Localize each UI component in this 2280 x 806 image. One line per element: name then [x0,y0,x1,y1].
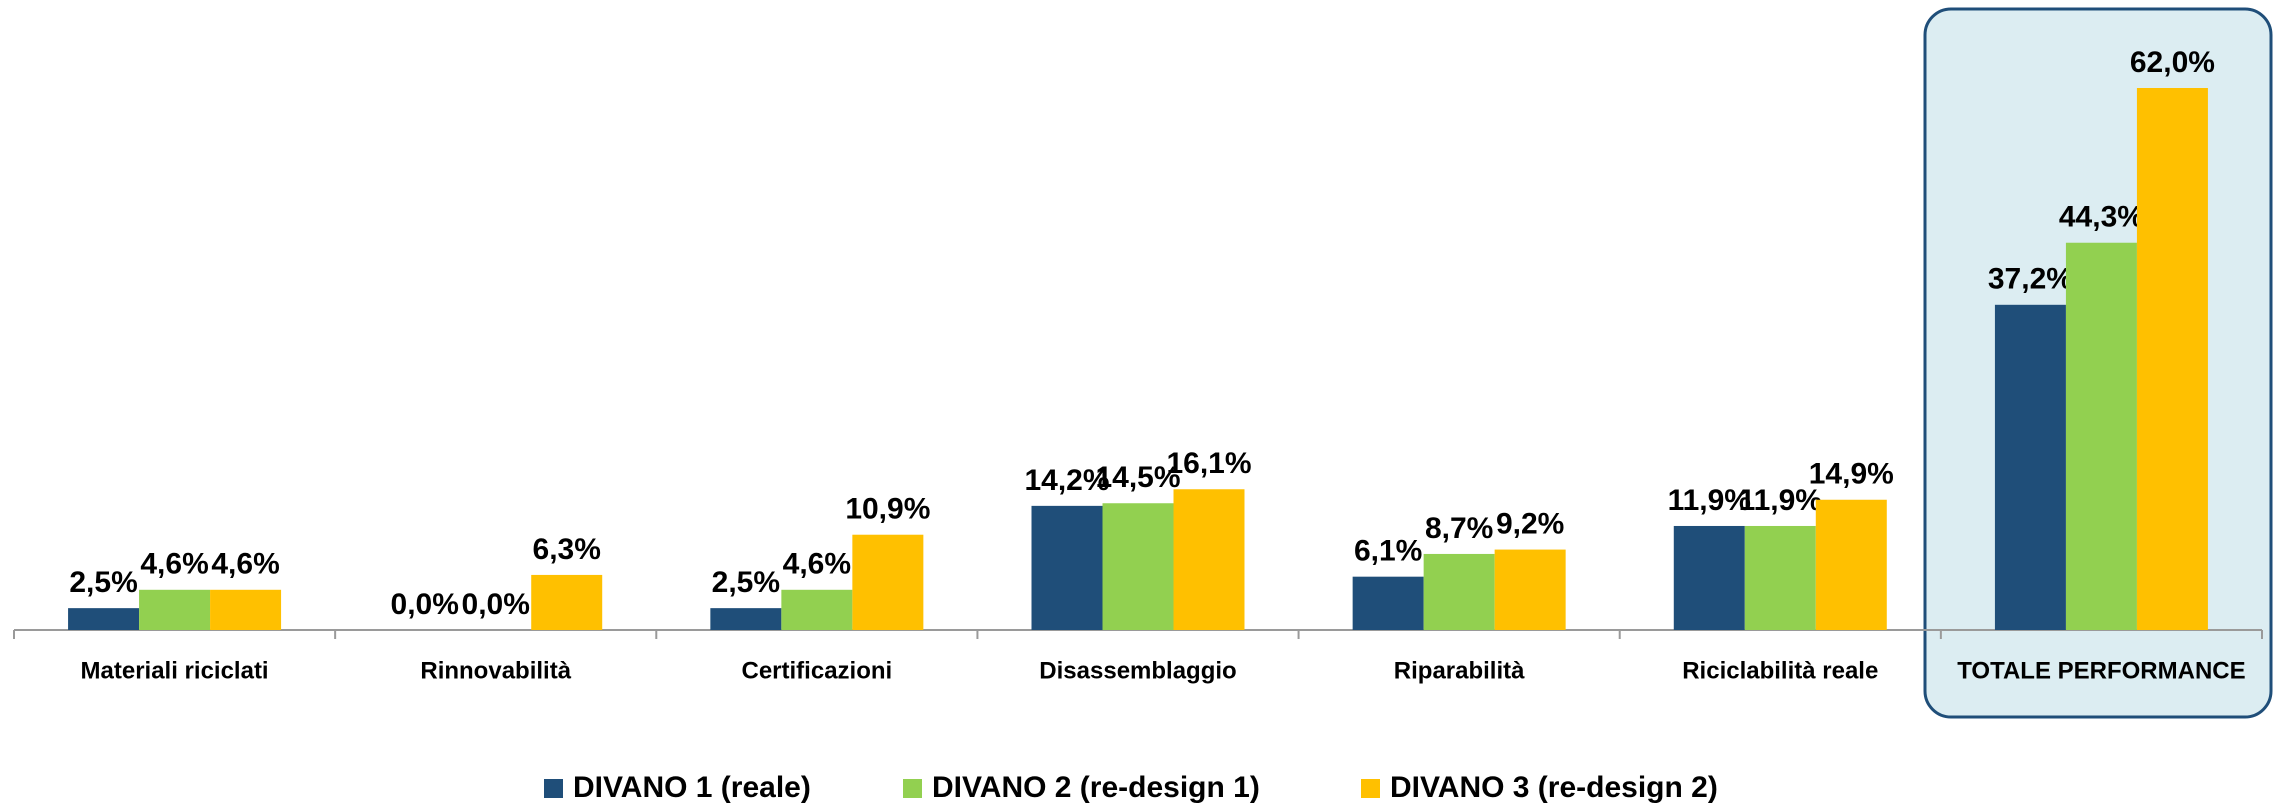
bar [1994,304,2066,630]
bar [531,574,603,630]
bar [852,534,924,630]
value-label: 14,5% [1095,461,1180,494]
value-label: 37,2% [1988,263,2073,296]
bar [1673,525,1745,630]
legend-label: DIVANO 3 (re-design 2) [1390,771,1718,804]
value-label: 6,3% [533,533,601,566]
bar [68,608,140,630]
bar [1102,503,1174,630]
value-label: 14,9% [1809,458,1894,491]
x-tick-label: Rinnovabilità [420,657,571,684]
x-tick-label: TOTALE PERFORMANCE [1957,657,2245,684]
value-label: 44,3% [2059,201,2144,234]
bar [210,589,282,630]
value-label: 4,6% [140,548,208,581]
legend-swatch [903,779,922,798]
value-label: 14,2% [1024,464,1109,497]
bar [1173,489,1245,630]
value-label: 62,0% [2130,46,2215,79]
legend-swatch [544,779,563,798]
legend-label: DIVANO 2 (re-design 1) [932,771,1260,804]
bar [2136,88,2208,630]
value-label: 2,5% [69,566,137,599]
value-label: 2,5% [712,566,780,599]
x-tick-label: Materiali riciclati [81,657,269,684]
value-label: 16,1% [1166,447,1251,480]
bar [139,589,211,630]
bar [1423,553,1495,630]
value-label: 0,0% [391,588,459,621]
legend-label: DIVANO 1 (reale) [573,771,811,804]
bar [1744,525,1816,630]
x-tick-label: Riparabilità [1394,657,1525,684]
value-label: 4,6% [783,548,851,581]
value-label: 0,0% [462,588,530,621]
x-tick-label: Certificazioni [742,657,893,684]
x-tick-label: Riciclabilità reale [1682,657,1878,684]
bar [1352,576,1424,630]
bar [2065,242,2137,631]
bar [1815,499,1887,630]
value-label: 8,7% [1425,512,1493,545]
value-label: 9,2% [1496,507,1564,540]
bar [1494,549,1566,630]
value-label: 11,9% [1668,484,1751,517]
x-tick-label: Disassemblaggio [1039,657,1236,684]
value-label: 4,6% [211,548,279,581]
value-label: 10,9% [845,493,930,526]
value-label: 11,9% [1739,484,1822,517]
bar [1031,505,1103,630]
bar [710,608,782,630]
bar [781,589,853,630]
legend-swatch [1361,779,1380,798]
value-label: 6,1% [1354,535,1422,568]
